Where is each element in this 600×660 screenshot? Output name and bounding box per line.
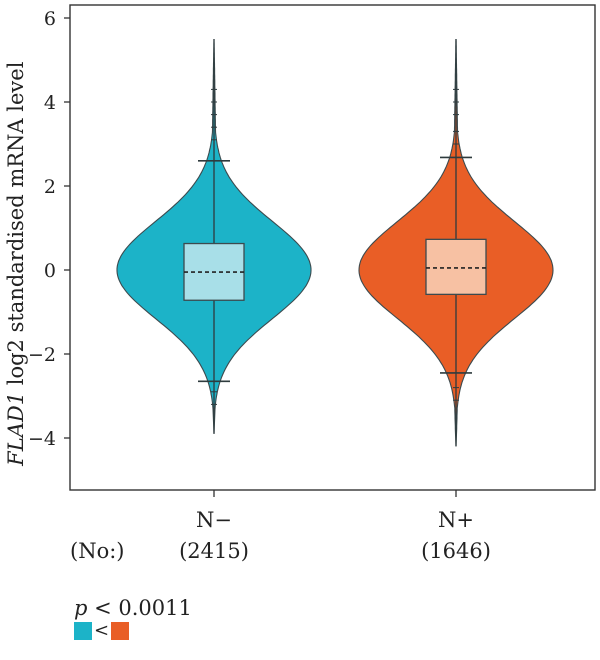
p-value: < 0.0011 bbox=[87, 596, 192, 620]
p-value-text: p < 0.0011 bbox=[74, 596, 192, 620]
labels: FLAD1 log2 standardised mRNA level N− (241… bbox=[4, 61, 491, 563]
x-category-label: N+ bbox=[438, 508, 474, 532]
n-plus-swatch bbox=[111, 622, 130, 640]
group-count-label: (2415) bbox=[179, 539, 249, 563]
comparison-swatches: < bbox=[74, 622, 192, 640]
violin-group-n-plus bbox=[358, 38, 554, 447]
p-symbol: p bbox=[74, 596, 88, 620]
axes: 6 4 2 0 −2 −4 bbox=[28, 4, 596, 497]
y-axis-label-gene: FLAD1 bbox=[4, 392, 28, 467]
n-minus-swatch bbox=[74, 622, 92, 640]
count-prefix-label: (No:) bbox=[70, 539, 124, 563]
iqr-box bbox=[425, 238, 487, 296]
y-axis-label-text: log2 standardised mRNA level bbox=[4, 61, 28, 392]
y-tick-label: −4 bbox=[28, 428, 56, 450]
significance-legend: p < 0.0011 < bbox=[74, 596, 192, 640]
x-category-label: N− bbox=[196, 508, 232, 532]
y-tick-label: 2 bbox=[44, 176, 56, 198]
y-tick-label: 0 bbox=[44, 260, 56, 282]
y-tick-label: 6 bbox=[44, 8, 56, 30]
y-tick-label: 4 bbox=[44, 92, 56, 114]
violin-group-n-minus bbox=[116, 39, 312, 434]
compare-symbol: < bbox=[94, 620, 110, 641]
violins bbox=[116, 38, 554, 447]
y-axis-label: FLAD1 log2 standardised mRNA level bbox=[4, 61, 28, 467]
group-count-label: (1646) bbox=[421, 539, 491, 563]
plot-frame bbox=[69, 4, 596, 491]
y-tick-label: −2 bbox=[28, 344, 56, 366]
